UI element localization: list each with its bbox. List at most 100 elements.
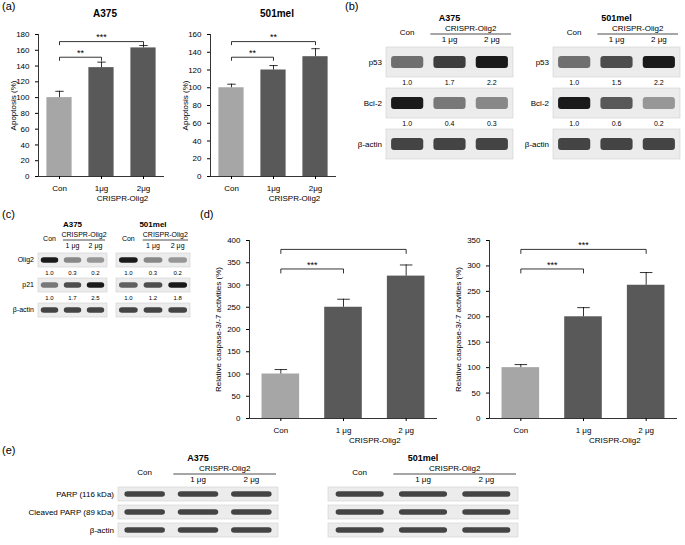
svg-text:50: 50 <box>472 389 481 398</box>
svg-text:1.8: 1.8 <box>173 295 182 301</box>
svg-text:1.0: 1.0 <box>402 120 412 127</box>
svg-text:Con: Con <box>513 426 528 435</box>
svg-text:Apoptosis (%): Apoptosis (%) <box>181 80 190 130</box>
svg-text:140: 140 <box>16 62 30 71</box>
svg-text:0: 0 <box>25 172 30 181</box>
svg-text:20: 20 <box>193 154 202 163</box>
svg-text:2.2: 2.2 <box>487 79 497 86</box>
svg-text:2μg: 2μg <box>137 184 151 193</box>
svg-text:A375: A375 <box>439 13 461 23</box>
svg-text:0.2: 0.2 <box>654 120 664 127</box>
svg-text:0.2: 0.2 <box>91 270 100 276</box>
svg-text:2 μg: 2 μg <box>651 35 667 44</box>
svg-text:400: 400 <box>227 236 241 245</box>
svg-text:300: 300 <box>467 261 481 270</box>
svg-text:Relative caspase-3/-7 activiti: Relative caspase-3/-7 activities (%) <box>214 267 223 392</box>
svg-text:Con: Con <box>273 426 288 435</box>
svg-text:2.5: 2.5 <box>91 295 100 301</box>
svg-text:Con: Con <box>137 468 152 477</box>
svg-text:β-actin: β-actin <box>13 306 34 314</box>
svg-text:1.0: 1.0 <box>569 79 579 86</box>
svg-text:0.4: 0.4 <box>445 120 455 127</box>
svg-text:p21: p21 <box>22 281 34 289</box>
svg-text:1.7: 1.7 <box>445 79 455 86</box>
svg-text:Apoptosis (%): Apoptosis (%) <box>9 80 18 130</box>
svg-text:100: 100 <box>467 363 481 372</box>
svg-text:0: 0 <box>236 414 241 423</box>
svg-text:50: 50 <box>232 392 241 401</box>
svg-text:250: 250 <box>227 303 241 312</box>
svg-text:CRISPR-Olig2: CRISPR-Olig2 <box>269 194 321 203</box>
svg-text:CRISPR-Olig2: CRISPR-Olig2 <box>429 464 481 473</box>
svg-text:Con: Con <box>400 28 415 37</box>
svg-text:501mel: 501mel <box>408 453 439 463</box>
svg-text:Con: Con <box>122 235 135 242</box>
svg-text:140: 140 <box>188 48 202 57</box>
svg-text:1.5: 1.5 <box>612 79 622 86</box>
svg-text:1 μg: 1 μg <box>442 35 458 44</box>
svg-text:1 μg: 1 μg <box>66 242 80 250</box>
svg-text:Con: Con <box>43 235 56 242</box>
svg-text:300: 300 <box>227 281 241 290</box>
svg-text:0.3: 0.3 <box>487 120 497 127</box>
svg-text:200: 200 <box>467 312 481 321</box>
svg-text:501mel: 501mel <box>139 220 166 229</box>
svg-text:2 μg: 2 μg <box>89 242 103 250</box>
svg-text:β-actin: β-actin <box>90 526 114 535</box>
svg-text:40: 40 <box>21 141 30 150</box>
svg-text:CRISPR-Olig2: CRISPR-Olig2 <box>97 194 149 203</box>
svg-text:Con: Con <box>567 28 582 37</box>
svg-text:A375: A375 <box>187 453 209 463</box>
svg-text:0.3: 0.3 <box>68 270 77 276</box>
svg-text:p53: p53 <box>369 58 383 67</box>
svg-text:350: 350 <box>227 258 241 267</box>
svg-text:CRISPR-Olig2: CRISPR-Olig2 <box>61 231 106 239</box>
svg-text:501mel: 501mel <box>601 13 632 23</box>
svg-text:CRISPR-Olig2: CRISPR-Olig2 <box>143 231 188 239</box>
svg-text:2 μg: 2 μg <box>243 475 259 484</box>
svg-text:1.0: 1.0 <box>569 120 579 127</box>
svg-text:1.7: 1.7 <box>68 295 77 301</box>
svg-text:150: 150 <box>227 347 241 356</box>
svg-text:200: 200 <box>227 325 241 334</box>
svg-text:150: 150 <box>467 338 481 347</box>
svg-text:1μg: 1μg <box>95 184 109 193</box>
svg-text:1.0: 1.0 <box>124 270 133 276</box>
svg-text:**: ** <box>270 32 278 42</box>
svg-text:250: 250 <box>467 287 481 296</box>
svg-text:60: 60 <box>193 119 202 128</box>
svg-text:1.2: 1.2 <box>149 295 158 301</box>
svg-text:1 μg: 1 μg <box>609 35 625 44</box>
svg-text:1.0: 1.0 <box>45 295 54 301</box>
svg-text:1 μg: 1 μg <box>146 242 160 250</box>
svg-text:CRISPR-Olig2: CRISPR-Olig2 <box>199 464 251 473</box>
svg-text:CRISPR-Olig2: CRISPR-Olig2 <box>589 436 641 445</box>
svg-text:0.2: 0.2 <box>173 270 182 276</box>
svg-text:Bcl-2: Bcl-2 <box>364 99 383 108</box>
svg-text:1.0: 1.0 <box>402 79 412 86</box>
svg-text:p53: p53 <box>536 58 550 67</box>
svg-text:80: 80 <box>21 109 30 118</box>
svg-text:1.0: 1.0 <box>45 270 54 276</box>
svg-text:Con: Con <box>352 468 367 477</box>
svg-text:100: 100 <box>16 93 30 102</box>
svg-text:CRISPR-Olig2: CRISPR-Olig2 <box>445 24 497 33</box>
svg-text:120: 120 <box>188 66 202 75</box>
svg-text:β-actin: β-actin <box>525 140 549 149</box>
svg-text:Bcl-2: Bcl-2 <box>531 99 550 108</box>
svg-text:2.2: 2.2 <box>654 79 664 86</box>
svg-text:1 μg: 1 μg <box>576 426 592 435</box>
svg-text:1 μg: 1 μg <box>415 475 431 484</box>
svg-text:Relative caspase-3/-7 activiti: Relative caspase-3/-7 activities (%) <box>454 267 463 392</box>
svg-text:A375: A375 <box>63 220 83 229</box>
svg-text:***: *** <box>307 260 318 270</box>
svg-text:CRISPR-Olig2: CRISPR-Olig2 <box>612 24 664 33</box>
svg-text:Con: Con <box>224 184 239 193</box>
svg-text:**: ** <box>77 48 85 58</box>
svg-text:***: *** <box>96 32 107 42</box>
svg-text:1 μg: 1 μg <box>190 475 206 484</box>
svg-text:β-actin: β-actin <box>358 140 382 149</box>
svg-text:2 μg: 2 μg <box>638 426 654 435</box>
svg-text:0: 0 <box>197 172 202 181</box>
svg-text:2 μg: 2 μg <box>398 426 414 435</box>
